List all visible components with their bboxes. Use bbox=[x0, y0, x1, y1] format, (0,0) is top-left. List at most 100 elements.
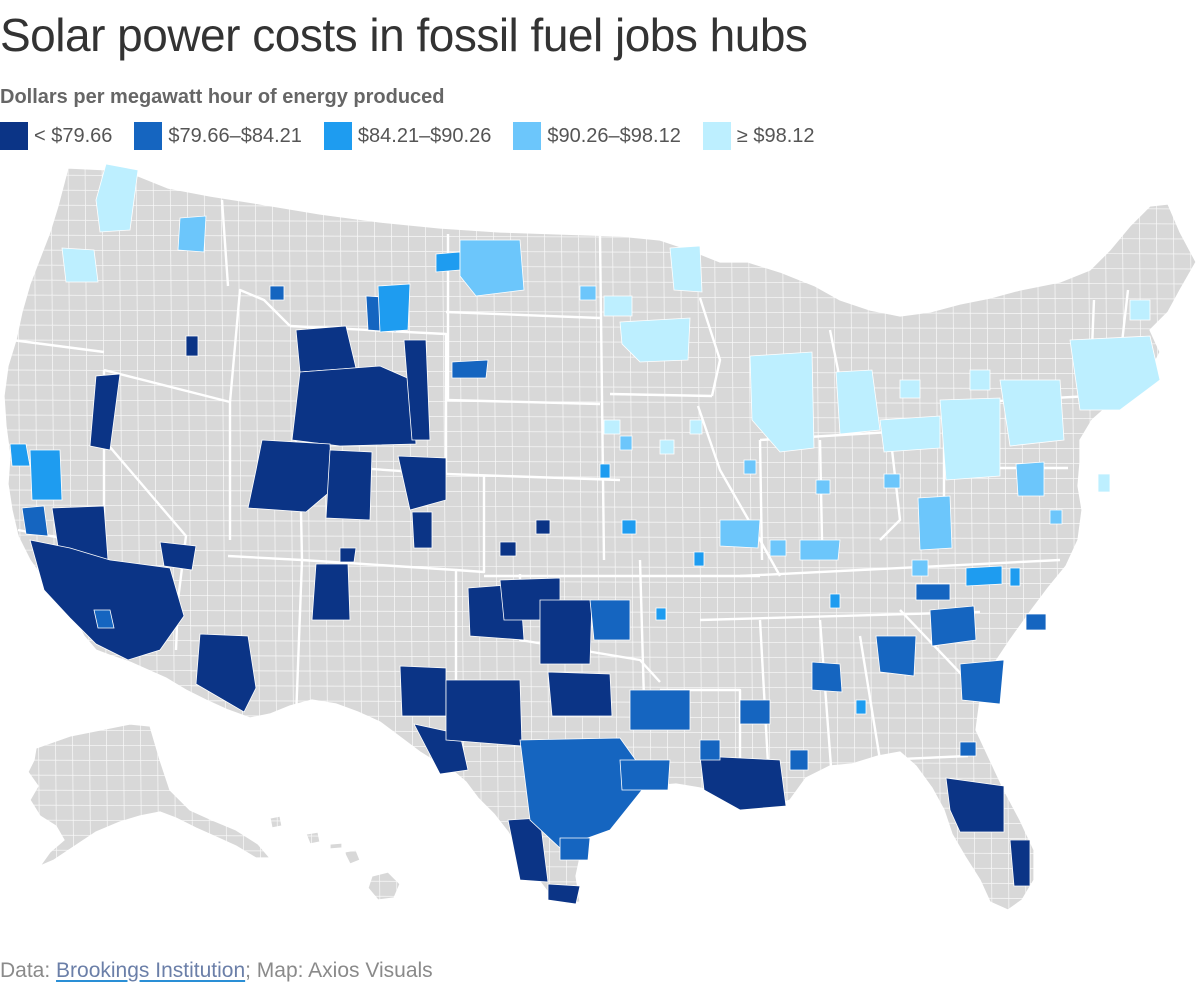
county-cluster-tier-2 bbox=[29, 449, 63, 501]
legend-swatch bbox=[513, 122, 542, 150]
hawaii-molokai bbox=[329, 842, 343, 850]
county-cluster-tier-0 bbox=[547, 883, 581, 905]
chart-subtitle: Dollars per megawatt hour of energy prod… bbox=[0, 86, 445, 108]
county-cluster-tier-2 bbox=[435, 251, 461, 273]
state-border bbox=[818, 619, 834, 781]
county-cluster-tier-4 bbox=[659, 439, 675, 455]
county-cluster-tier-4 bbox=[603, 419, 621, 435]
county-cluster-tier-4 bbox=[1097, 473, 1111, 493]
us-county-map bbox=[0, 160, 1200, 920]
county-cluster-tier-0 bbox=[339, 547, 357, 563]
county-cluster-tier-3 bbox=[1015, 461, 1045, 497]
state-border bbox=[445, 472, 621, 482]
county-cluster-tier-1 bbox=[789, 749, 809, 771]
county-cluster-tier-0 bbox=[535, 519, 551, 535]
hawaii-oahu bbox=[305, 831, 321, 845]
county-cluster-tier-1 bbox=[1025, 613, 1047, 631]
county-cluster-tier-0 bbox=[547, 671, 613, 717]
state-border bbox=[11, 338, 105, 354]
county-cluster-tier-3 bbox=[743, 459, 757, 475]
source-link[interactable]: Brookings Institution bbox=[56, 959, 246, 982]
county-cluster-tier-0 bbox=[399, 665, 447, 717]
legend-item-mid: $84.21–$90.26 bbox=[323, 122, 492, 150]
county-cluster-tier-3 bbox=[1049, 509, 1063, 525]
legend-label: < $79.66 bbox=[34, 124, 113, 147]
county-cluster-tier-1 bbox=[589, 599, 631, 641]
county-cluster-tier-2 bbox=[377, 283, 411, 333]
legend-swatch bbox=[323, 122, 352, 150]
county-cluster-tier-0 bbox=[539, 599, 593, 665]
footer-credit: Data: Brookings Institution; Map: Axios … bbox=[0, 957, 433, 985]
hawaii-big-island bbox=[367, 871, 401, 901]
hawaii-maui bbox=[343, 849, 361, 865]
county-cluster-tier-2 bbox=[9, 443, 31, 467]
county-cluster-tier-0 bbox=[403, 339, 431, 441]
county-cluster-tier-2 bbox=[1009, 567, 1021, 587]
county-cluster-tier-0 bbox=[185, 335, 199, 357]
county-cluster-tier-0 bbox=[1009, 839, 1031, 887]
state-border bbox=[698, 297, 722, 397]
legend-item-low: $79.66–$84.21 bbox=[134, 122, 302, 150]
county-cluster-tier-2 bbox=[829, 593, 841, 609]
county-cluster-tier-0 bbox=[195, 633, 257, 713]
state-border bbox=[609, 392, 713, 398]
county-cluster-tier-1 bbox=[451, 359, 489, 379]
state-border bbox=[294, 559, 304, 719]
county-cluster-tier-0 bbox=[499, 541, 517, 557]
state-border bbox=[228, 288, 291, 403]
county-cluster-tier-1 bbox=[915, 583, 951, 601]
county-cluster-tier-0 bbox=[89, 373, 121, 451]
county-cluster-tier-2 bbox=[655, 607, 667, 621]
state-border bbox=[598, 235, 606, 561]
county-cluster-tier-0 bbox=[291, 365, 417, 447]
county-cluster-tier-4 bbox=[879, 415, 941, 453]
legend: < $79.66 $79.66–$84.21 $84.21–$90.26 $90… bbox=[0, 121, 837, 151]
county-cluster-tier-4 bbox=[603, 295, 633, 317]
county-cluster-tier-2 bbox=[693, 551, 705, 567]
county-cluster-tier-4 bbox=[1129, 299, 1151, 321]
county-cluster-tier-3 bbox=[883, 473, 901, 489]
state-border bbox=[455, 476, 486, 574]
legend-item-high: $90.26–$98.12 bbox=[513, 122, 681, 150]
county-cluster-tier-4 bbox=[95, 163, 139, 233]
county-cluster-tier-4 bbox=[939, 397, 1001, 481]
map-svg bbox=[3, 163, 1197, 911]
county-cluster-tier-4 bbox=[619, 317, 691, 363]
county-cluster-tier-4 bbox=[689, 419, 703, 435]
state-border bbox=[858, 635, 969, 762]
county-cluster-tier-0 bbox=[411, 511, 433, 549]
county-cluster-tier-0 bbox=[311, 563, 351, 621]
county-cluster-tier-4 bbox=[999, 379, 1065, 447]
state-border bbox=[445, 398, 601, 406]
county-cluster-tier-4 bbox=[669, 245, 703, 293]
chart-title: Solar power costs in fossil fuel jobs hu… bbox=[0, 9, 808, 61]
county-cluster-tier-1 bbox=[519, 737, 651, 849]
state-border bbox=[739, 558, 1061, 578]
county-cluster-tier-1 bbox=[269, 285, 285, 301]
footer-data-prefix: Data: bbox=[0, 959, 57, 982]
legend-swatch bbox=[702, 122, 731, 150]
county-cluster-tier-3 bbox=[799, 539, 841, 561]
county-cluster-tier-4 bbox=[1069, 335, 1161, 411]
state-border bbox=[758, 439, 764, 561]
county-cluster-tier-3 bbox=[579, 285, 597, 301]
county-cluster-tier-1 bbox=[959, 659, 1005, 705]
state-border bbox=[879, 431, 902, 541]
county-cluster-tier-1 bbox=[699, 739, 721, 761]
county-cluster-tier-2 bbox=[599, 463, 611, 479]
county-cluster-tier-1 bbox=[959, 741, 977, 757]
legend-item-highest: ≥ $98.12 bbox=[702, 122, 815, 150]
county-cluster-tier-1 bbox=[93, 609, 115, 629]
county-cluster-tier-1 bbox=[739, 699, 771, 725]
legend-label: $84.21–$90.26 bbox=[357, 124, 492, 147]
county-cluster-tier-0 bbox=[507, 817, 549, 883]
state-border bbox=[220, 199, 230, 287]
county-cluster-tier-3 bbox=[177, 215, 207, 253]
county-cluster-tier-3 bbox=[917, 495, 953, 551]
county-cluster-tier-3 bbox=[459, 239, 525, 297]
legend-item-lowest: < $79.66 bbox=[0, 122, 112, 150]
county-cluster-tier-2 bbox=[855, 699, 867, 715]
county-cluster-tier-4 bbox=[61, 247, 99, 283]
footer-suffix: ; Map: Axios Visuals bbox=[245, 959, 433, 982]
county-cluster-tier-4 bbox=[969, 369, 991, 391]
